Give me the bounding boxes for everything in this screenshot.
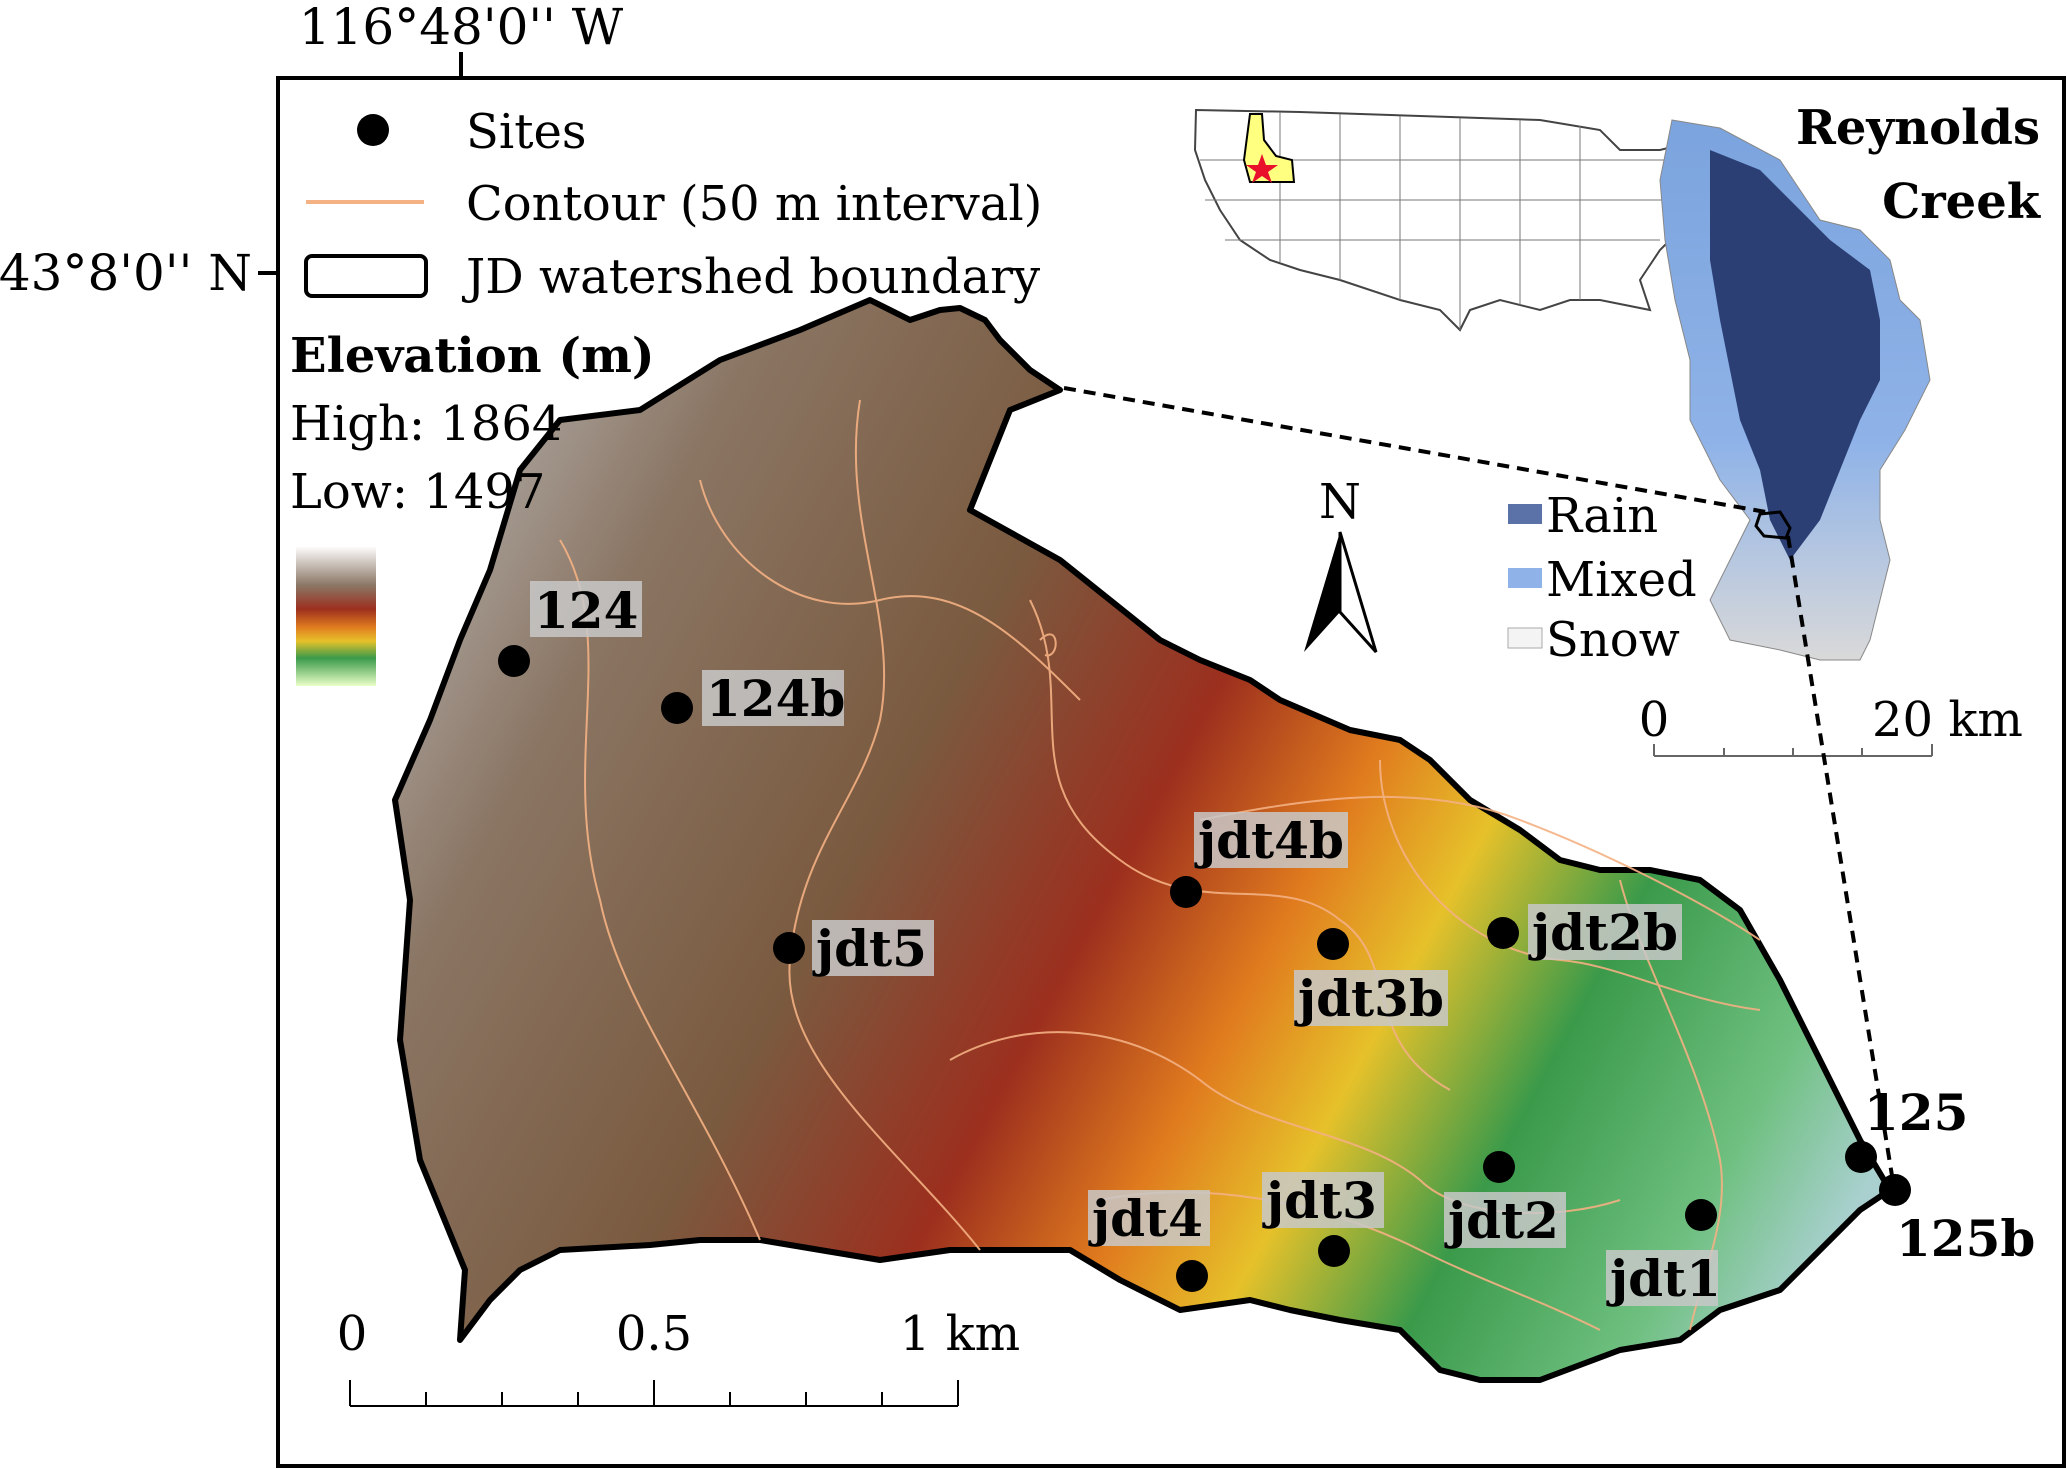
scale-label-0: 0 <box>337 1306 368 1362</box>
elevation-low-label: Low: 1497 <box>290 464 545 520</box>
scale-label-1km: 1 km <box>900 1306 1020 1362</box>
mixed-legend-label: Mixed <box>1546 552 1697 608</box>
north-arrow-outline <box>1340 532 1376 652</box>
leader-line-top <box>1064 388 1766 512</box>
site-label-125b: 125b <box>1896 1209 2035 1268</box>
north-arrow-label: N <box>1319 474 1361 530</box>
site-label-jdt5: jdt5 <box>812 919 927 978</box>
rain-legend-swatch <box>1508 504 1542 524</box>
latitude-label: 43°8'0'' N <box>0 244 252 302</box>
site-label-124: 124 <box>534 581 638 640</box>
site-label-jdt1: jdt1 <box>1606 1249 1721 1308</box>
snow-legend-swatch <box>1508 628 1542 648</box>
site-label-124b: 124b <box>706 669 845 728</box>
site-marker-jdt2b[interactable] <box>1487 917 1519 949</box>
inset-title-line1: Reynolds <box>1796 100 2040 156</box>
longitude-label: 116°48'0'' W <box>299 0 624 56</box>
site-marker-124b[interactable] <box>661 692 693 724</box>
site-label-jdt2b: jdt2b <box>1528 903 1678 962</box>
site-label-jdt4: jdt4 <box>1088 1189 1203 1248</box>
site-marker-jdt4b[interactable] <box>1170 876 1202 908</box>
scale-label-half: 0.5 <box>616 1306 692 1362</box>
elevation-legend-title: Elevation (m) <box>290 328 655 384</box>
mixed-legend-swatch <box>1508 568 1542 588</box>
snow-legend-label: Snow <box>1546 612 1680 668</box>
legend-contour-label: Contour (50 m interval) <box>466 176 1042 232</box>
site-marker-jdt3[interactable] <box>1318 1235 1350 1267</box>
elevation-high-label: High: 1864 <box>290 396 562 452</box>
legend-boundary-label: JD watershed boundary <box>461 249 1040 305</box>
us-locator-map <box>1195 110 1720 330</box>
site-label-jdt3: jdt3 <box>1262 1171 1377 1230</box>
site-label-jdt3b: jdt3b <box>1294 969 1444 1028</box>
inset-scale-end: 20 km <box>1872 692 2023 748</box>
site-label-125: 125 <box>1864 1083 1968 1142</box>
site-marker-jdt4[interactable] <box>1176 1260 1208 1292</box>
site-label-jdt2: jdt2 <box>1444 1191 1559 1250</box>
inset-scale-start: 0 <box>1639 692 1670 748</box>
rain-legend-label: Rain <box>1546 488 1658 544</box>
scale-bar: 0 0.5 1 km <box>337 1306 1020 1406</box>
us-outline <box>1195 110 1720 330</box>
inset-title-line2: Creek <box>1882 174 2042 230</box>
legend-boundary-symbol <box>306 256 426 296</box>
site-marker-jdt2[interactable] <box>1483 1151 1515 1183</box>
site-marker-jdt1[interactable] <box>1685 1199 1717 1231</box>
north-arrow: N <box>1304 474 1376 652</box>
site-marker-124[interactable] <box>498 645 530 677</box>
legend-sites-label: Sites <box>466 104 587 160</box>
site-marker-125[interactable] <box>1845 1141 1877 1173</box>
legend-site-symbol <box>357 114 389 146</box>
north-arrow-icon <box>1304 532 1340 652</box>
site-marker-125b[interactable] <box>1879 1174 1911 1206</box>
elevation-color-ramp <box>296 546 376 686</box>
site-marker-jdt3b[interactable] <box>1317 928 1349 960</box>
site-marker-jdt5[interactable] <box>773 932 805 964</box>
site-label-jdt4b: jdt4b <box>1194 811 1344 870</box>
